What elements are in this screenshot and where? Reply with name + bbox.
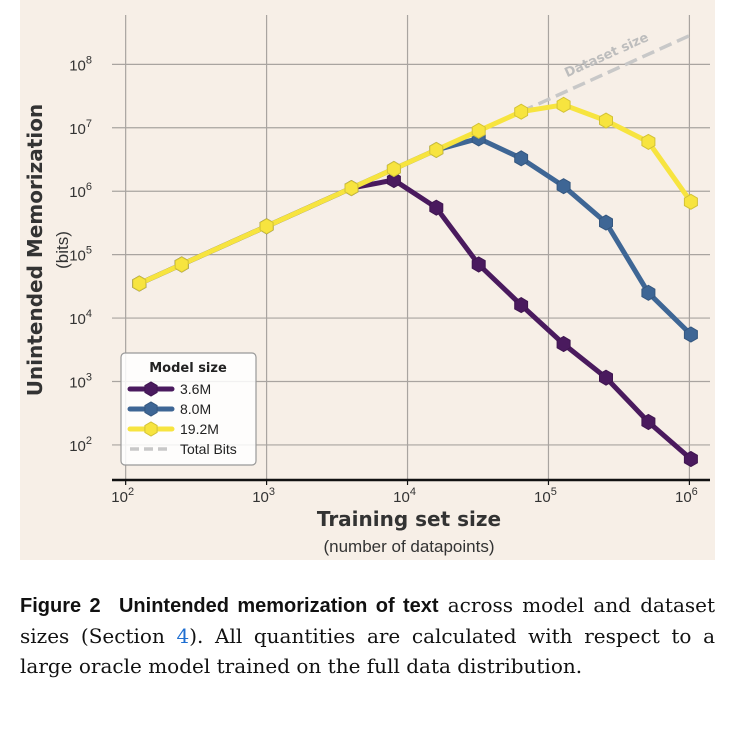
data-point [514, 150, 529, 167]
y-tick-labels: 102 103 104 105 106 107 108 [69, 54, 92, 455]
data-point [514, 103, 529, 120]
series-line [136, 102, 694, 287]
legend-swatch-marker [144, 401, 158, 417]
data-point [386, 171, 401, 189]
data-point [471, 256, 486, 273]
x-tick-label: 104 [393, 486, 416, 506]
total-bits-line [520, 33, 692, 114]
caption-text-2: ). All quantities are calculated with re… [20, 624, 715, 678]
legend-swatch-marker [144, 381, 158, 397]
y-axis-sublabel: (bits) [53, 231, 72, 269]
y-tick-label: 106 [69, 181, 92, 201]
legend-entries: 3.6M 8.0M 19.2M Total Bits [127, 381, 237, 457]
data-point [641, 133, 656, 150]
y-tick-label: 104 [69, 308, 92, 328]
data-point [386, 160, 401, 178]
data-point [174, 256, 189, 273]
legend-entry: 19.2M [127, 421, 219, 437]
x-tick-labels: 102 103 104 105 106 [111, 480, 698, 506]
legend-label: 19.2M [180, 421, 219, 437]
legend-box [120, 352, 257, 466]
caption-text-1: across model and dataset sizes (Section [20, 593, 716, 648]
y-tick-label: 108 [69, 54, 92, 74]
legend: Model size 3.6M 8.0M 19.2M Total Bits [120, 352, 257, 466]
data-point [599, 112, 613, 129]
x-tick-label: 102 [111, 486, 134, 506]
legend-entry: Total Bits [130, 441, 237, 457]
figure-caption: Figure 2 Unintended memorization of text… [20, 590, 715, 681]
data-point [514, 297, 529, 314]
section-reference-link[interactable]: 4 [176, 624, 190, 648]
legend-label: 3.6M [180, 381, 211, 397]
series-19.2M [132, 96, 698, 292]
x-axis-label: Training set size [317, 507, 501, 531]
x-tick-label: 106 [675, 486, 698, 506]
data-point [471, 122, 486, 139]
legend-title: Model size [149, 361, 227, 376]
data-point [641, 284, 656, 301]
series-layer [132, 96, 698, 468]
x-tick-label: 103 [252, 486, 275, 506]
legend-label: 8.0M [180, 401, 211, 417]
y-tick-label: 107 [69, 118, 92, 138]
data-point [683, 193, 698, 210]
legend-label: Total Bits [180, 441, 237, 457]
data-point [429, 141, 444, 158]
x-axis-sublabel: (number of datapoints) [323, 537, 494, 556]
legend-entry: 3.6M [127, 381, 211, 397]
legend-swatch-marker [144, 421, 158, 437]
data-point [556, 178, 571, 195]
data-point [556, 335, 571, 353]
y-tick-label: 103 [69, 372, 92, 392]
legend-entry: 8.0M [127, 401, 211, 417]
data-point [429, 199, 444, 216]
data-point [599, 369, 613, 386]
y-gridlines [112, 63, 710, 446]
y-tick-label: 105 [69, 245, 92, 265]
y-tick-label: 102 [69, 435, 92, 455]
data-point [344, 180, 359, 197]
y-axis-label: Unintended Memorization [23, 104, 47, 396]
data-point [556, 96, 571, 113]
data-point [599, 214, 613, 231]
data-point [683, 326, 698, 343]
data-point [641, 413, 656, 431]
memorization-chart: Dataset size 102 103 104 105 106 10210310410… [20, 0, 715, 560]
caption-title: Unintended memorization of text [118, 595, 439, 617]
data-point [683, 450, 698, 468]
x-tick-label: 105 [534, 486, 557, 506]
data-point [132, 275, 147, 292]
data-point [259, 218, 274, 235]
figure-label: Figure 2 [20, 595, 101, 617]
